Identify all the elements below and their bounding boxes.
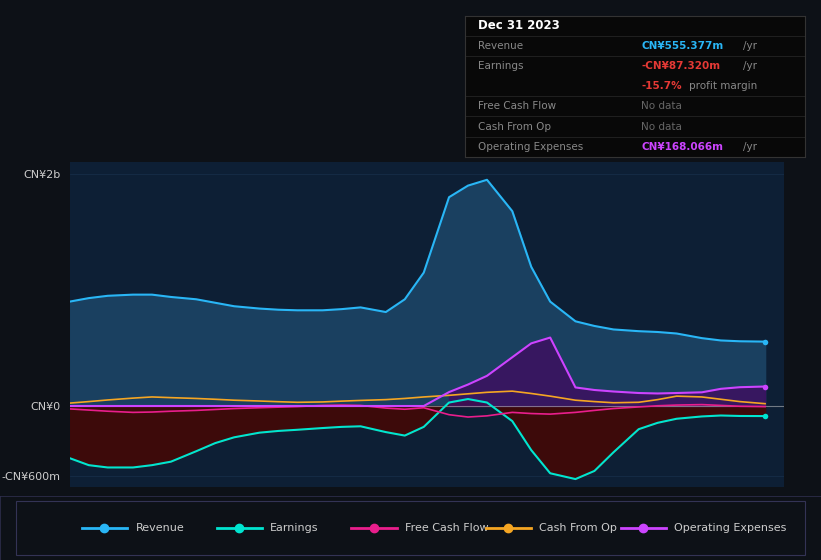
Text: Free Cash Flow: Free Cash Flow: [479, 101, 557, 111]
Text: /yr: /yr: [743, 41, 758, 51]
Bar: [16, 501, 805, 555]
Text: No data: No data: [641, 101, 682, 111]
Text: Operating Expenses: Operating Expenses: [674, 523, 787, 533]
Text: profit margin: profit margin: [689, 81, 757, 91]
Text: -CN¥87.320m: -CN¥87.320m: [641, 61, 721, 71]
Text: Revenue: Revenue: [479, 41, 524, 51]
Text: /yr: /yr: [743, 142, 758, 152]
Text: /yr: /yr: [743, 61, 758, 71]
Text: Operating Expenses: Operating Expenses: [479, 142, 584, 152]
Text: -15.7%: -15.7%: [641, 81, 682, 91]
Text: Earnings: Earnings: [270, 523, 319, 533]
Text: Earnings: Earnings: [479, 61, 524, 71]
Text: Revenue: Revenue: [135, 523, 184, 533]
Text: Dec 31 2023: Dec 31 2023: [479, 19, 560, 32]
Text: Free Cash Flow: Free Cash Flow: [405, 523, 488, 533]
Text: Cash From Op: Cash From Op: [479, 122, 551, 132]
Text: Cash From Op: Cash From Op: [539, 523, 617, 533]
Text: CN¥168.066m: CN¥168.066m: [641, 142, 723, 152]
Text: No data: No data: [641, 122, 682, 132]
Text: CN¥555.377m: CN¥555.377m: [641, 41, 723, 51]
